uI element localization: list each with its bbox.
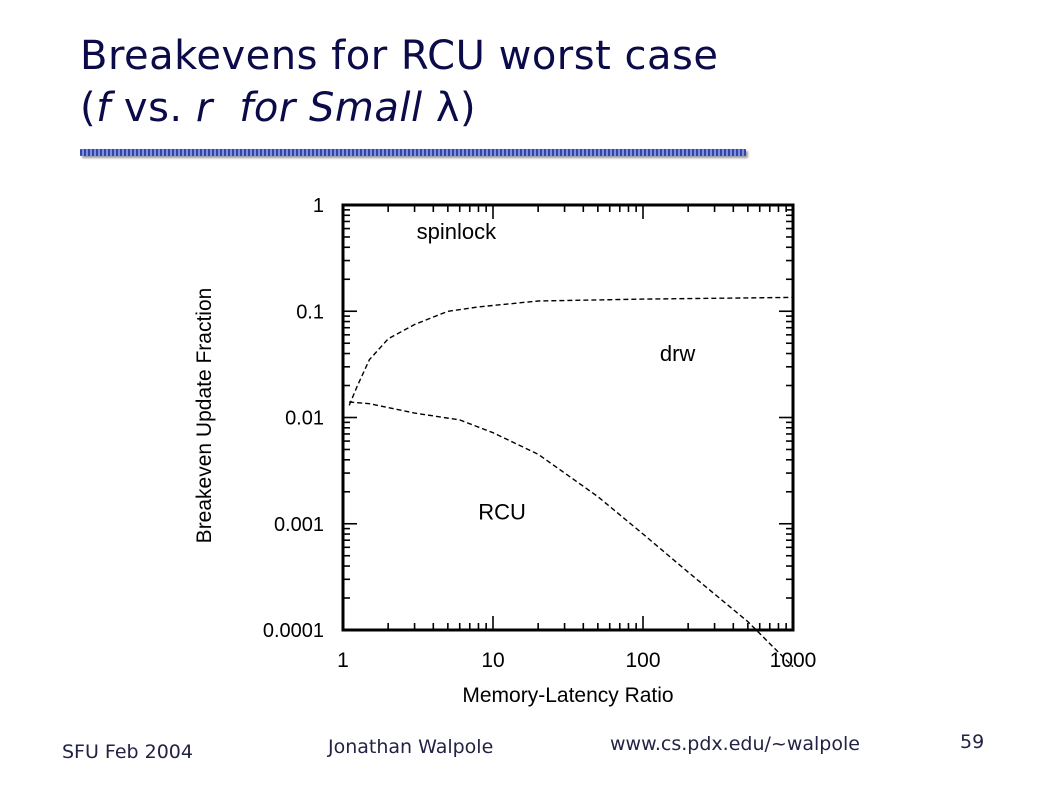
x-tick-label: 100 [625,649,660,672]
x-tick-label: 10 [481,649,504,672]
y-tick-label: 0.001 [274,514,324,536]
slide-title-line2: (f vs. r for Small λ) [80,82,718,134]
slide-title: Breakevens for RCU worst case (f vs. r f… [80,30,718,134]
series-line-2 [349,401,794,668]
y-tick-label: 1 [313,195,324,217]
x-axis-title: Memory-Latency Ratio [462,684,673,707]
series-line-1 [348,296,794,406]
region-label: drw [660,341,696,366]
y-tick-label: 0.0001 [263,620,324,642]
title-open-paren: ( [80,85,97,131]
title-vs: vs. [110,85,196,131]
region-label: spinlock [417,219,497,244]
x-tick-label: 1 [337,649,349,672]
y-axis-title: Breakeven Update Fraction [193,288,216,544]
title-r-symbol: r [195,85,213,131]
slide-number: 59 [960,731,985,753]
title-f-symbol: f [96,85,111,131]
plot-frame [341,203,795,632]
y-tick-label: 0.1 [296,301,324,323]
slide-title-line1: Breakevens for RCU worst case [80,33,719,79]
y-tick-label: 0.01 [285,408,324,430]
title-lambda-symbol: λ [435,85,460,131]
title-for-small: for Small [212,85,436,131]
footer-author: Jonathan Walpole [328,736,494,758]
title-close-paren: ) [459,85,477,131]
region-label: RCU [478,499,526,524]
footer-url: www.cs.pdx.edu/~walpole [610,733,860,755]
title-underline-rule [80,149,746,156]
footer-date: SFU Feb 2004 [62,741,193,763]
x-tick-label: 1000 [770,649,817,672]
